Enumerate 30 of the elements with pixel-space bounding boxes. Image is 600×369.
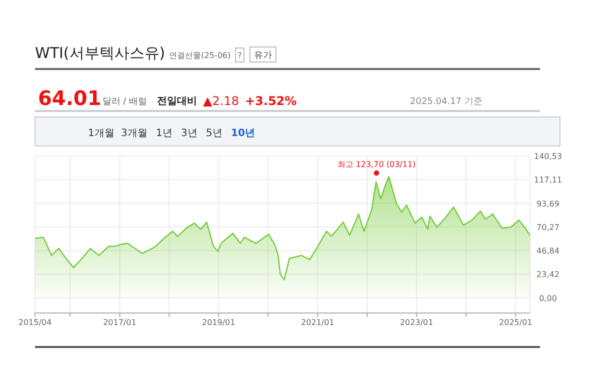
text: 2025.04.17 기준 <box>410 97 482 107</box>
text: ▲2.18 <box>203 94 239 108</box>
text: ? <box>238 51 242 60</box>
text: 전일대비 <box>157 96 198 107</box>
text: 5년 <box>206 128 222 139</box>
y-tick-label: 140,53 <box>534 152 562 161</box>
text: 달러 / 배럴 <box>102 97 148 107</box>
data-label: 최고 123,70 (03/11) <box>337 160 416 169</box>
y-tick-label: 23,42 <box>536 270 560 280</box>
chart-subtitle: 연결선물(25-06) <box>169 51 231 60</box>
text: +3.52% <box>244 94 297 108</box>
y-tick-label: 117,11 <box>534 176 562 185</box>
text: 1년 <box>156 128 172 139</box>
text: 10년 <box>231 128 255 139</box>
x-tick-label: 2019/01 <box>202 318 236 327</box>
y-tick-label: 0,00 <box>539 294 557 303</box>
chart-title: WTI(서부텍사스유) <box>35 44 166 62</box>
x-tick-label: 2015/04 <box>18 318 52 327</box>
text: 64.01 <box>38 86 102 110</box>
x-tick-label: 2021/01 <box>301 318 334 327</box>
x-tick-label: 2017/01 <box>103 318 136 327</box>
text: 3년 <box>181 128 198 139</box>
y-tick-label: 93,69 <box>536 199 560 208</box>
x-tick-label: 2023/01 <box>400 318 434 327</box>
y-tick-label: 70,27 <box>536 222 560 232</box>
text: 1개월 <box>88 128 114 139</box>
x-tick-label: 2025/01 <box>499 318 532 327</box>
text: 유가 <box>254 51 272 61</box>
text: 3개월 <box>121 128 148 139</box>
y-tick-label: 46,84 <box>536 246 560 256</box>
